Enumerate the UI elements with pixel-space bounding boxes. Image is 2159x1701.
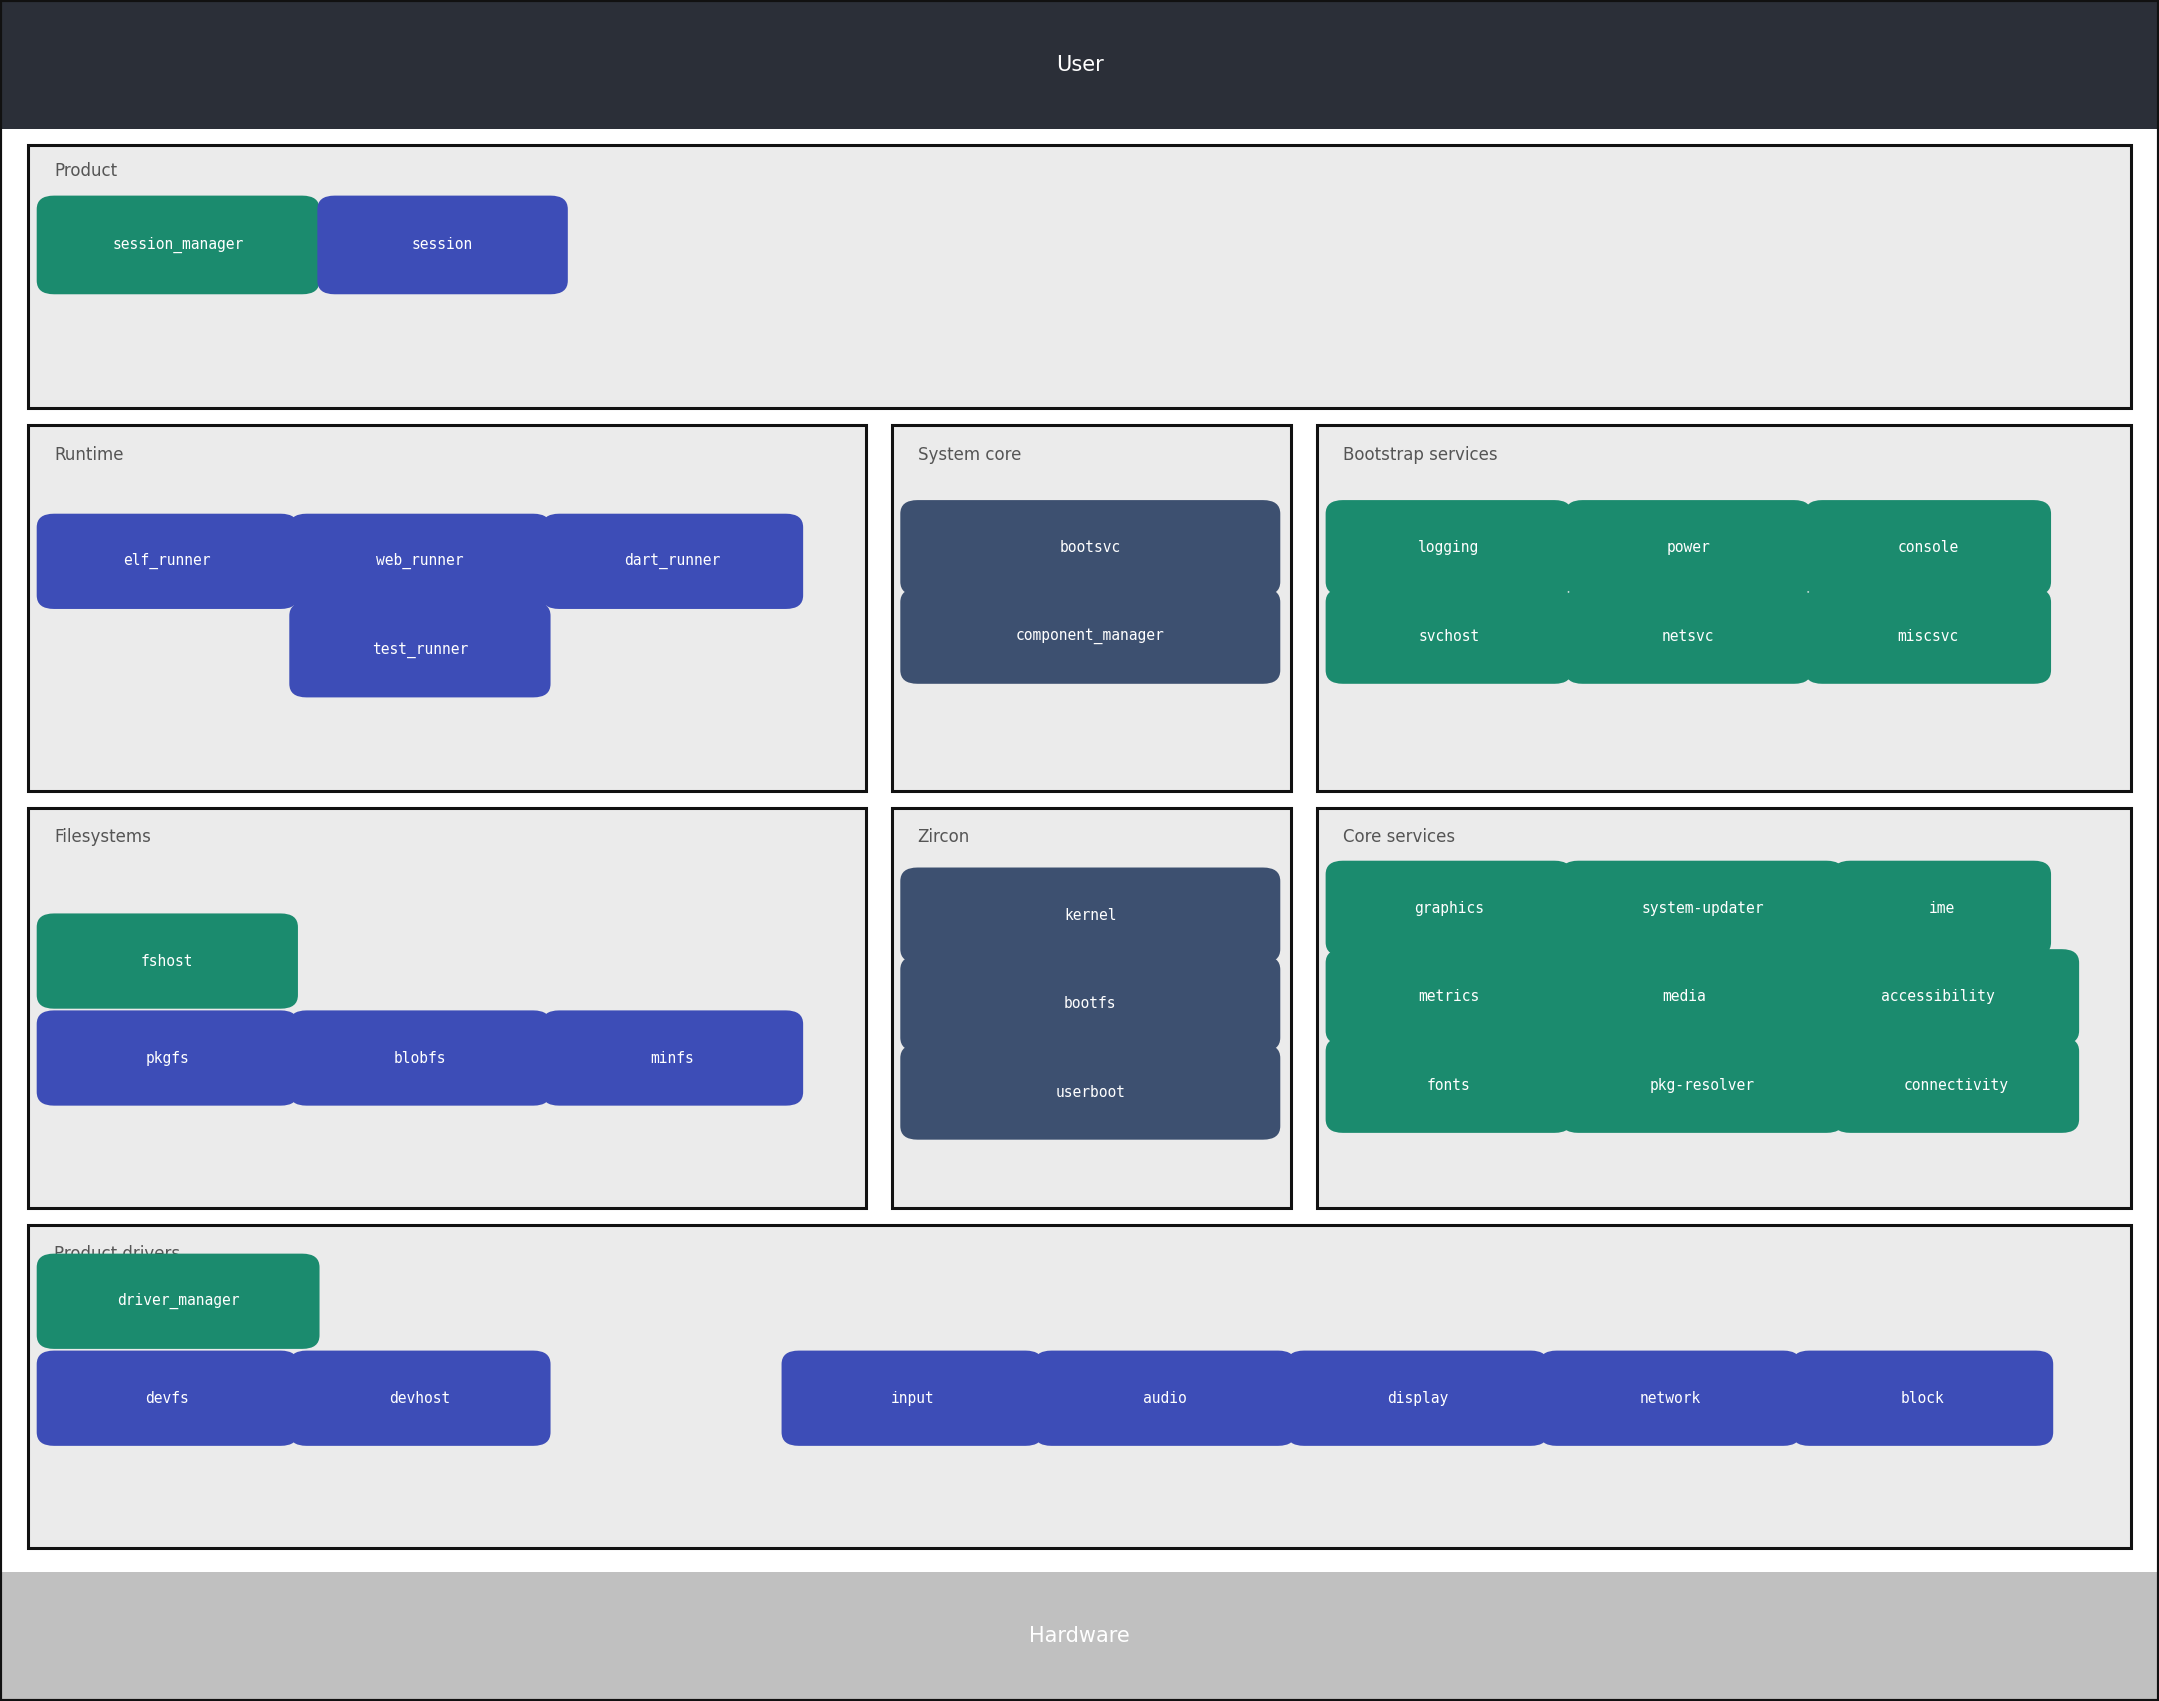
Text: session: session bbox=[412, 238, 473, 252]
FancyBboxPatch shape bbox=[0, 0, 2159, 129]
Text: miscsvc: miscsvc bbox=[1898, 629, 1958, 643]
FancyBboxPatch shape bbox=[37, 913, 298, 1009]
Text: Product: Product bbox=[54, 162, 117, 180]
FancyBboxPatch shape bbox=[1326, 1038, 1572, 1133]
Text: block: block bbox=[1900, 1391, 1945, 1405]
Text: ime: ime bbox=[1928, 902, 1956, 915]
Text: elf_runner: elf_runner bbox=[123, 553, 212, 570]
Text: accessibility: accessibility bbox=[1880, 990, 1995, 1004]
FancyBboxPatch shape bbox=[892, 425, 1291, 791]
Text: graphics: graphics bbox=[1414, 902, 1483, 915]
Text: pkgfs: pkgfs bbox=[145, 1051, 190, 1065]
Text: test_runner: test_runner bbox=[371, 641, 469, 658]
Text: fonts: fonts bbox=[1427, 1078, 1470, 1092]
FancyBboxPatch shape bbox=[28, 145, 2131, 408]
Text: system-updater: system-updater bbox=[1641, 902, 1764, 915]
Text: driver_manager: driver_manager bbox=[117, 1293, 240, 1310]
Text: blobfs: blobfs bbox=[393, 1051, 447, 1065]
FancyBboxPatch shape bbox=[289, 1351, 551, 1446]
FancyBboxPatch shape bbox=[782, 1351, 1043, 1446]
Text: Product drivers: Product drivers bbox=[54, 1245, 179, 1264]
FancyBboxPatch shape bbox=[1833, 1038, 2079, 1133]
Text: Core services: Core services bbox=[1343, 828, 1455, 847]
FancyBboxPatch shape bbox=[1565, 589, 1811, 684]
Text: minfs: minfs bbox=[650, 1051, 695, 1065]
Text: metrics: metrics bbox=[1418, 990, 1479, 1004]
Text: devhost: devhost bbox=[389, 1391, 451, 1405]
FancyBboxPatch shape bbox=[1317, 425, 2131, 791]
FancyBboxPatch shape bbox=[317, 196, 568, 294]
FancyBboxPatch shape bbox=[0, 129, 2159, 1572]
Text: svchost: svchost bbox=[1418, 629, 1479, 643]
FancyBboxPatch shape bbox=[289, 602, 551, 697]
Text: User: User bbox=[1056, 54, 1103, 75]
Text: pkg-resolver: pkg-resolver bbox=[1649, 1078, 1755, 1092]
Text: web_runner: web_runner bbox=[376, 553, 464, 570]
Text: component_manager: component_manager bbox=[1017, 628, 1164, 645]
Text: Zircon: Zircon bbox=[918, 828, 969, 847]
FancyBboxPatch shape bbox=[1326, 949, 1572, 1044]
FancyBboxPatch shape bbox=[892, 808, 1291, 1208]
Text: input: input bbox=[890, 1391, 935, 1405]
Text: Filesystems: Filesystems bbox=[54, 828, 151, 847]
Text: experience: experience bbox=[54, 209, 147, 228]
FancyBboxPatch shape bbox=[28, 808, 866, 1208]
Text: logging: logging bbox=[1418, 541, 1479, 555]
Text: audio: audio bbox=[1142, 1391, 1187, 1405]
Text: devfs: devfs bbox=[145, 1391, 190, 1405]
Text: netsvc: netsvc bbox=[1662, 629, 1714, 643]
Text: session_manager: session_manager bbox=[112, 236, 244, 253]
FancyBboxPatch shape bbox=[37, 196, 320, 294]
FancyBboxPatch shape bbox=[1796, 949, 2079, 1044]
FancyBboxPatch shape bbox=[1561, 861, 1844, 956]
Text: power: power bbox=[1667, 541, 1710, 555]
FancyBboxPatch shape bbox=[900, 956, 1280, 1051]
FancyBboxPatch shape bbox=[1539, 1351, 1801, 1446]
FancyBboxPatch shape bbox=[1833, 861, 2051, 956]
FancyBboxPatch shape bbox=[37, 1010, 298, 1106]
Text: Runtime: Runtime bbox=[54, 446, 123, 464]
Text: dart_runner: dart_runner bbox=[624, 553, 721, 570]
FancyBboxPatch shape bbox=[1561, 949, 1807, 1044]
Text: kernel: kernel bbox=[1064, 908, 1116, 922]
Text: Hardware: Hardware bbox=[1030, 1626, 1129, 1647]
FancyBboxPatch shape bbox=[1326, 589, 1572, 684]
FancyBboxPatch shape bbox=[0, 1572, 2159, 1701]
FancyBboxPatch shape bbox=[1317, 808, 2131, 1208]
FancyBboxPatch shape bbox=[37, 514, 298, 609]
FancyBboxPatch shape bbox=[37, 1351, 298, 1446]
FancyBboxPatch shape bbox=[900, 1044, 1280, 1140]
FancyBboxPatch shape bbox=[1565, 500, 1811, 595]
FancyBboxPatch shape bbox=[1561, 1038, 1844, 1133]
Text: console: console bbox=[1898, 541, 1958, 555]
Text: fshost: fshost bbox=[140, 954, 194, 968]
Text: userboot: userboot bbox=[1056, 1085, 1125, 1099]
FancyBboxPatch shape bbox=[28, 425, 866, 791]
FancyBboxPatch shape bbox=[1805, 500, 2051, 595]
FancyBboxPatch shape bbox=[1287, 1351, 1548, 1446]
FancyBboxPatch shape bbox=[900, 589, 1280, 684]
FancyBboxPatch shape bbox=[1326, 500, 1572, 595]
FancyBboxPatch shape bbox=[28, 1225, 2131, 1548]
FancyBboxPatch shape bbox=[1792, 1351, 2053, 1446]
FancyBboxPatch shape bbox=[900, 500, 1280, 595]
Text: network: network bbox=[1639, 1391, 1701, 1405]
FancyBboxPatch shape bbox=[289, 1010, 551, 1106]
FancyBboxPatch shape bbox=[900, 868, 1280, 963]
FancyBboxPatch shape bbox=[37, 1254, 320, 1349]
Text: Bootstrap services: Bootstrap services bbox=[1343, 446, 1498, 464]
FancyBboxPatch shape bbox=[289, 514, 551, 609]
Text: bootfs: bootfs bbox=[1064, 997, 1116, 1010]
Text: bootsvc: bootsvc bbox=[1060, 541, 1121, 555]
FancyBboxPatch shape bbox=[542, 514, 803, 609]
FancyBboxPatch shape bbox=[1805, 589, 2051, 684]
FancyBboxPatch shape bbox=[542, 1010, 803, 1106]
FancyBboxPatch shape bbox=[1326, 861, 1572, 956]
Text: connectivity: connectivity bbox=[1904, 1078, 2008, 1092]
Text: media: media bbox=[1662, 990, 1706, 1004]
Text: System core: System core bbox=[918, 446, 1021, 464]
Text: display: display bbox=[1386, 1391, 1449, 1405]
FancyBboxPatch shape bbox=[1034, 1351, 1295, 1446]
